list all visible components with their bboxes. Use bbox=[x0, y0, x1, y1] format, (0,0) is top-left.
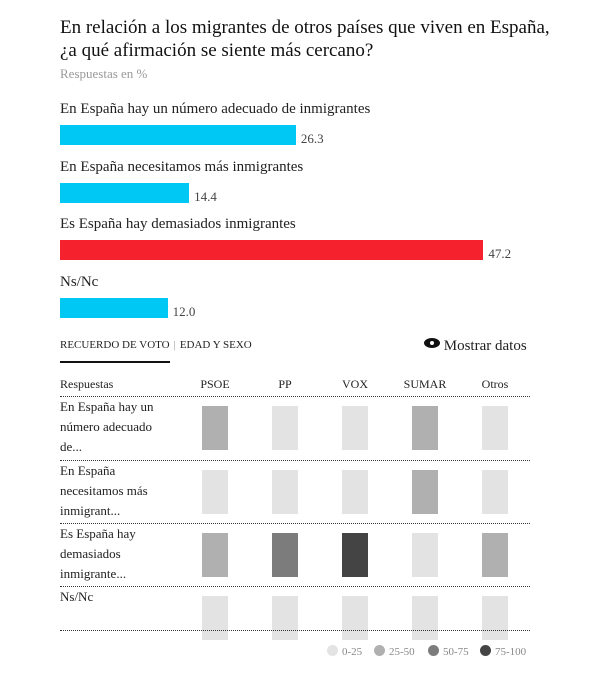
chart-title: En relación a los migrantes de otros paí… bbox=[60, 17, 550, 61]
heatmap-cell bbox=[202, 596, 228, 640]
bar bbox=[60, 125, 296, 145]
heatmap-cell bbox=[202, 406, 228, 450]
bar bbox=[60, 182, 190, 203]
column-header: Respuestas bbox=[60, 377, 114, 391]
column-header: PSOE bbox=[200, 377, 230, 391]
heatmap-cell bbox=[482, 406, 508, 450]
table-row bbox=[60, 460, 530, 524]
tab-edad-y-sexo[interactable]: EDAD Y SEXO bbox=[179, 339, 252, 351]
bar-label: En España hay un número adecuado de inmi… bbox=[60, 101, 371, 117]
row-label: Ns/Nc bbox=[60, 589, 94, 604]
row-label: En España hay un número adecuado de... bbox=[60, 399, 154, 454]
row-label: Es España hay demasiados inmigrante... bbox=[60, 526, 136, 581]
heatmap-cell bbox=[202, 470, 228, 514]
legend-swatch bbox=[480, 645, 491, 656]
heatmap-cell bbox=[342, 596, 368, 640]
legend-swatch bbox=[374, 645, 385, 656]
heatmap-cell bbox=[272, 533, 298, 577]
bar-label: En España necesitamos más inmigrantes bbox=[60, 158, 304, 175]
bar-label: Ns/Nc bbox=[60, 273, 99, 290]
bar-value-label: 12.0 bbox=[172, 303, 196, 319]
heatmap-cell bbox=[412, 533, 438, 577]
bar-label: Es España hay demasiados inmigrantes bbox=[60, 216, 296, 232]
heatmap-cell bbox=[342, 470, 368, 514]
column-header: VOX bbox=[342, 377, 368, 391]
legend-label: 50-75 bbox=[443, 646, 469, 658]
bar-value-label: 26.3 bbox=[300, 131, 324, 146]
legend-label: 0-25 bbox=[342, 646, 363, 658]
tabs: RECUERDO DE VOTO | EDAD Y SEXO bbox=[60, 339, 252, 363]
tab-separator: | bbox=[173, 339, 176, 351]
bar-value-label: 47.2 bbox=[488, 246, 512, 261]
heatmap-cell bbox=[482, 470, 508, 514]
legend-swatch bbox=[428, 645, 439, 656]
heatmap-cell bbox=[412, 406, 438, 450]
table-row bbox=[60, 523, 530, 587]
column-header: SUMAR bbox=[403, 377, 447, 391]
table-row bbox=[60, 586, 530, 631]
heatmap-cell bbox=[342, 406, 368, 450]
heatmap-cell bbox=[412, 470, 438, 514]
show-data-button[interactable]: Mostrar datos bbox=[424, 338, 527, 355]
legend-item: 25-50 bbox=[374, 645, 415, 658]
heatmap-cell bbox=[342, 533, 368, 577]
table-bottom-border bbox=[60, 630, 530, 631]
show-data-label: Mostrar datos bbox=[443, 338, 527, 354]
bar-value-label: 14.4 bbox=[194, 188, 217, 204]
bar bbox=[60, 240, 484, 260]
heatmap-cell bbox=[412, 596, 438, 640]
legend-label: 75-100 bbox=[495, 646, 527, 658]
row-label: En España necesitamos más inmigrant... bbox=[60, 463, 148, 518]
bar bbox=[60, 297, 168, 318]
heatmap-cell bbox=[482, 533, 508, 577]
legend-item: 50-75 bbox=[428, 645, 469, 658]
column-header: Otros bbox=[481, 377, 509, 391]
heatmap-cell bbox=[272, 406, 298, 450]
legend-label: 25-50 bbox=[389, 646, 415, 658]
legend-item: 75-100 bbox=[480, 645, 526, 658]
heatmap-cell bbox=[202, 533, 228, 577]
tab-recuerdo-de-voto[interactable]: RECUERDO DE VOTO bbox=[60, 339, 170, 363]
eye-icon bbox=[424, 338, 440, 348]
heatmap-cell bbox=[272, 596, 298, 640]
legend-swatch bbox=[327, 645, 338, 656]
heatmap-cell bbox=[482, 596, 508, 640]
heatmap-cell bbox=[272, 470, 298, 514]
column-header: PP bbox=[278, 377, 292, 391]
table-row bbox=[60, 396, 530, 461]
chart-subtitle: Respuestas en % bbox=[60, 66, 148, 81]
legend-item: 0-25 bbox=[327, 645, 362, 658]
